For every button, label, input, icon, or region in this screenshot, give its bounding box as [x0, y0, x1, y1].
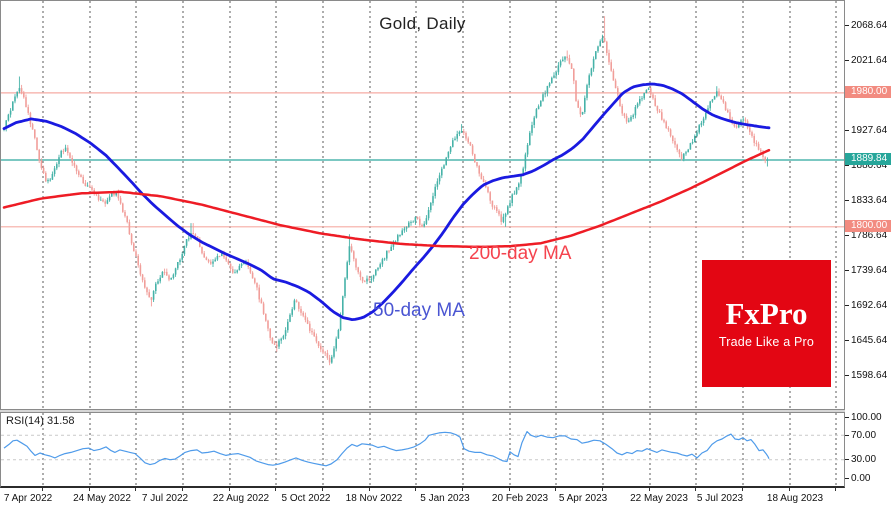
price-tick-label: 1739.64	[845, 265, 891, 276]
time-tick	[835, 488, 836, 491]
price-tick-label: 1692.64	[845, 300, 891, 311]
rsi-tick-label: 0.00	[845, 473, 891, 484]
price-tick-label: 1927.64	[845, 125, 891, 136]
rsi-level-lines	[1, 434, 844, 461]
ma50-line	[2, 82, 771, 321]
time-tick	[322, 488, 323, 491]
price-panel[interactable]: Gold, Daily 200-day MA 50-day MA FxPro T…	[0, 0, 845, 409]
rsi-tick-label: 100.00	[845, 412, 891, 423]
price-scale[interactable]: 2068.642021.641974.641927.641880.641833.…	[845, 0, 891, 507]
time-tick	[462, 488, 463, 491]
ma50-label: 50-day MA	[373, 300, 465, 321]
price-tick-label: 1645.64	[845, 335, 891, 346]
time-scale[interactable]: 7 Apr 2022 24 May 2022 7 Jul 2022 22 Aug 20…	[0, 488, 891, 507]
date-label: 5 Oct 2022	[281, 493, 331, 504]
date-label: 7 Jul 2022	[141, 493, 189, 504]
time-tick	[789, 488, 790, 491]
date-label: 22 May 2023	[630, 493, 688, 504]
date-label: 20 Feb 2023	[491, 493, 549, 504]
rsi-line	[3, 431, 770, 467]
candles	[3, 16, 769, 366]
rsi-tick-label: 30.00	[845, 454, 891, 465]
date-label: 24 May 2022	[73, 493, 131, 504]
fxpro-logo: FxPro Trade Like a Pro	[702, 260, 831, 387]
rsi-tick-label: 70.00	[845, 430, 891, 441]
date-label: 18 Aug 2023	[766, 493, 824, 504]
time-tick	[415, 488, 416, 491]
price-tick-label: 2021.64	[845, 55, 891, 66]
price-tick-label: 1880.64	[845, 160, 891, 171]
time-tick	[742, 488, 743, 491]
price-level-tag: 1889.84	[845, 153, 891, 165]
date-label: 22 Aug 2022	[212, 493, 270, 504]
panel-splitter[interactable]	[0, 409, 891, 413]
price-level-tag: 1980.00	[845, 86, 891, 98]
ma200-label: 200-day MA	[469, 243, 572, 264]
fxpro-tagline: Trade Like a Pro	[718, 335, 815, 349]
price-tick-label: 1786.64	[845, 230, 891, 241]
date-label: 5 Jan 2023	[420, 493, 470, 504]
time-tick	[42, 488, 43, 491]
price-level-tag: 1800.00	[845, 220, 891, 232]
price-level-lines	[1, 92, 844, 228]
rsi-indicator-label: RSI(14) 31.58	[6, 415, 75, 427]
price-tick-label: 2068.64	[845, 20, 891, 31]
date-label: 5 Jul 2023	[696, 493, 744, 504]
time-tick	[369, 488, 370, 491]
date-label: 18 Nov 2022	[345, 493, 403, 504]
rsi-chart-canvas[interactable]	[1, 413, 844, 485]
time-tick	[555, 488, 556, 491]
time-tick	[135, 488, 136, 491]
price-tick-label: 1833.64	[845, 195, 891, 206]
time-tick	[182, 488, 183, 491]
time-tick	[275, 488, 276, 491]
date-label: 7 Apr 2022	[3, 493, 53, 504]
rsi-gridlines	[42, 413, 837, 485]
time-tick	[229, 488, 230, 491]
time-tick	[89, 488, 90, 491]
fxpro-logo-text: FxPro	[725, 296, 808, 331]
price-tick-label: 1598.64	[845, 370, 891, 381]
time-tick	[695, 488, 696, 491]
date-label: 5 Apr 2023	[558, 493, 608, 504]
chart-title: Gold, Daily	[379, 14, 466, 33]
time-tick	[649, 488, 650, 491]
time-tick	[509, 488, 510, 491]
time-tick	[602, 488, 603, 491]
ma200-line	[2, 148, 771, 249]
rsi-panel[interactable]: RSI(14) 31.58	[0, 413, 845, 488]
